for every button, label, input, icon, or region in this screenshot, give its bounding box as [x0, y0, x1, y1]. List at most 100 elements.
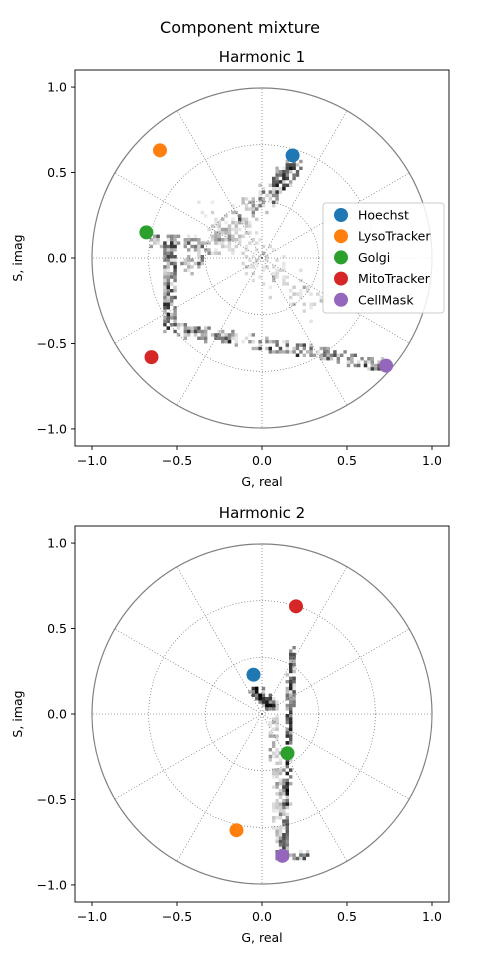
- density-cell: [268, 720, 272, 725]
- density-cell: [374, 363, 378, 368]
- density-cell: [258, 697, 262, 701]
- density-cell: [278, 802, 283, 806]
- density-cell: [282, 278, 286, 283]
- density-cell: [261, 697, 266, 701]
- polar-grid-spoke: [261, 257, 348, 406]
- density-cell: [302, 346, 306, 351]
- density-cell: [258, 693, 262, 697]
- density-cell: [268, 703, 272, 708]
- density-cell: [238, 234, 242, 238]
- density-cell: [251, 693, 255, 697]
- density-cell: [193, 333, 198, 337]
- density-cell: [312, 302, 317, 306]
- density-cell: [285, 690, 289, 694]
- density-cell: [272, 700, 276, 704]
- density-cell: [289, 680, 293, 684]
- density-cell: [272, 707, 276, 711]
- density-cell: [190, 244, 194, 249]
- density-cell: [244, 265, 249, 269]
- density-cell: [187, 238, 191, 242]
- density-cell: [282, 176, 286, 181]
- density-cell: [326, 350, 330, 354]
- density-cell: [149, 244, 153, 249]
- density-cell: [272, 741, 276, 745]
- density-cell: [285, 282, 289, 286]
- density-cell: [251, 686, 255, 691]
- density-cell: [278, 843, 283, 847]
- density-cell: [217, 234, 221, 238]
- density-cell: [278, 751, 283, 755]
- density-cell: [265, 697, 269, 701]
- density-cell: [282, 255, 286, 259]
- density-cell: [183, 258, 187, 262]
- density-cell: [244, 265, 249, 269]
- density-cell: [299, 853, 303, 857]
- density-cell: [278, 771, 283, 776]
- density-cell: [268, 697, 272, 701]
- density-cell: [163, 251, 167, 255]
- density-cell: [289, 669, 293, 674]
- density-cell: [285, 805, 289, 810]
- density-cell: [265, 707, 269, 711]
- density-cell: [299, 850, 303, 854]
- x-tick-label: 1.0: [422, 909, 442, 924]
- density-cell: [285, 720, 289, 725]
- density-cell: [265, 703, 269, 708]
- density-cell: [265, 340, 269, 344]
- density-cell: [173, 329, 177, 334]
- density-cell: [163, 323, 167, 327]
- density-cell: [231, 329, 235, 334]
- density-cell: [261, 693, 266, 697]
- density-cell: [289, 676, 293, 680]
- density-cell: [204, 248, 208, 252]
- density-cell: [278, 751, 283, 755]
- density-cell: [173, 255, 177, 259]
- density-cell: [309, 350, 313, 354]
- density-cell: [292, 676, 296, 680]
- density-cell: [204, 241, 208, 245]
- density-cell: [170, 251, 174, 255]
- density-cell: [275, 717, 279, 721]
- density-cell: [265, 700, 269, 704]
- density-cell: [255, 697, 259, 701]
- density-cell: [163, 312, 167, 317]
- density-cell: [173, 238, 177, 242]
- density-cell: [173, 244, 177, 249]
- density-cell: [261, 697, 266, 701]
- density-cell: [166, 285, 170, 289]
- density-cell: [329, 357, 334, 361]
- density-cell: [261, 197, 266, 201]
- density-cell: [173, 268, 177, 272]
- density-cell: [285, 173, 289, 177]
- density-cell: [251, 238, 255, 242]
- density-cell: [258, 197, 262, 201]
- density-cell: [200, 336, 204, 340]
- density-cell: [289, 741, 293, 745]
- density-cell: [289, 727, 293, 731]
- density-cell: [265, 210, 269, 215]
- density-cell: [268, 346, 272, 351]
- density-cell: [306, 853, 310, 857]
- density-cell: [292, 683, 296, 687]
- density-cell: [292, 856, 296, 861]
- density-cell: [268, 754, 272, 759]
- density-cell: [214, 234, 218, 238]
- density-cell: [278, 788, 283, 793]
- density-cell: [173, 289, 177, 293]
- density-cell: [272, 200, 276, 204]
- density-cell: [217, 224, 221, 228]
- density-cell: [170, 255, 174, 259]
- density-cell: [190, 329, 194, 334]
- density-cell: [285, 782, 289, 786]
- density-cell: [173, 285, 177, 289]
- density-cell: [166, 302, 170, 306]
- x-axis-label: G, real: [241, 930, 282, 945]
- density-cell: [261, 282, 266, 286]
- density-cell: [363, 363, 368, 368]
- density-cell: [295, 856, 300, 861]
- density-cell: [197, 326, 201, 330]
- density-cell: [370, 367, 374, 371]
- density-cell: [289, 782, 293, 786]
- density-cell: [292, 176, 296, 181]
- density-cell: [200, 258, 204, 262]
